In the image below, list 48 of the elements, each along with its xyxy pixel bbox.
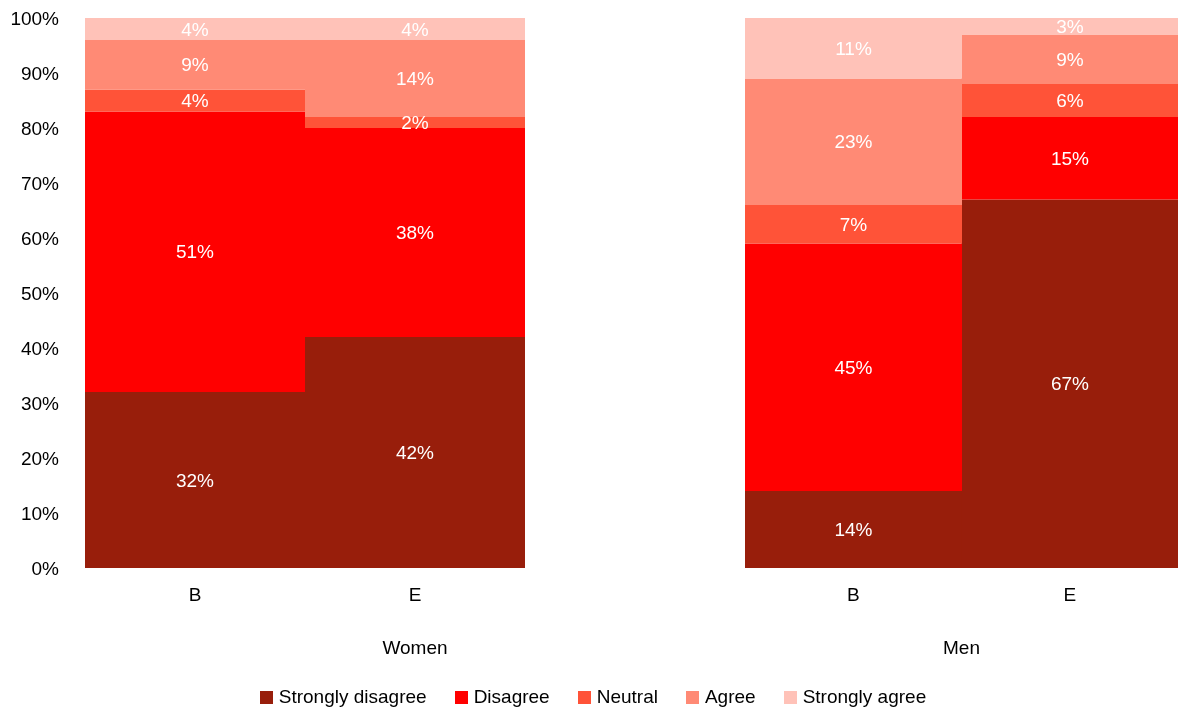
x-tick-label: B — [188, 584, 202, 606]
data-label: 3% — [1056, 15, 1084, 37]
legend-label: Agree — [704, 686, 756, 708]
x-tick-label: E — [1063, 584, 1077, 606]
x-tick-label: B — [846, 584, 860, 606]
legend-label: Disagree — [473, 686, 550, 708]
bar — [745, 243, 962, 491]
y-tick-label: 30% — [20, 392, 60, 414]
data-label: 38% — [395, 222, 435, 243]
data-label: 45% — [834, 356, 873, 378]
bar — [961, 84, 1178, 117]
y-tick-label: 100% — [10, 7, 60, 29]
y-tick-label: 40% — [20, 337, 60, 359]
legend-label: Strongly disagree — [278, 686, 427, 708]
y-tick-label: 60% — [20, 227, 60, 249]
bar — [85, 89, 305, 112]
bar — [305, 117, 525, 128]
data-label: 32% — [175, 469, 215, 491]
bar — [961, 117, 1178, 200]
y-tick-label: 0% — [31, 557, 60, 579]
data-label: 15% — [1050, 147, 1090, 169]
data-label: 23% — [834, 131, 873, 153]
data-label: 51% — [175, 241, 215, 263]
data-label: 4% — [181, 18, 209, 40]
data-label: 2% — [401, 112, 429, 133]
data-label: 4% — [401, 18, 429, 40]
x-axis-title: Men — [943, 637, 980, 658]
data-label: 42% — [395, 442, 435, 463]
y-tick-label: 90% — [20, 62, 60, 84]
y-tick-label: 70% — [20, 172, 60, 194]
data-label: 7% — [839, 213, 868, 235]
data-label: 9% — [181, 54, 209, 76]
y-tick-label: 80% — [20, 117, 60, 139]
x-axis-title: Women — [382, 637, 448, 658]
data-label: 6% — [1056, 90, 1084, 111]
x-tick-label: E — [408, 584, 422, 606]
data-label: 67% — [1050, 373, 1090, 395]
y-tick-label: 20% — [20, 447, 60, 469]
y-tick-label: 50% — [20, 282, 60, 304]
data-label: 14% — [395, 68, 435, 89]
legend-label: Neutral — [596, 686, 658, 708]
data-label: 4% — [181, 90, 209, 111]
data-label: 11% — [835, 37, 872, 59]
legend-label: Strongly agree — [802, 686, 927, 708]
data-label: 14% — [834, 519, 873, 540]
bar — [745, 205, 962, 244]
y-tick-label: 10% — [20, 502, 60, 524]
data-label: 9% — [1056, 48, 1084, 70]
